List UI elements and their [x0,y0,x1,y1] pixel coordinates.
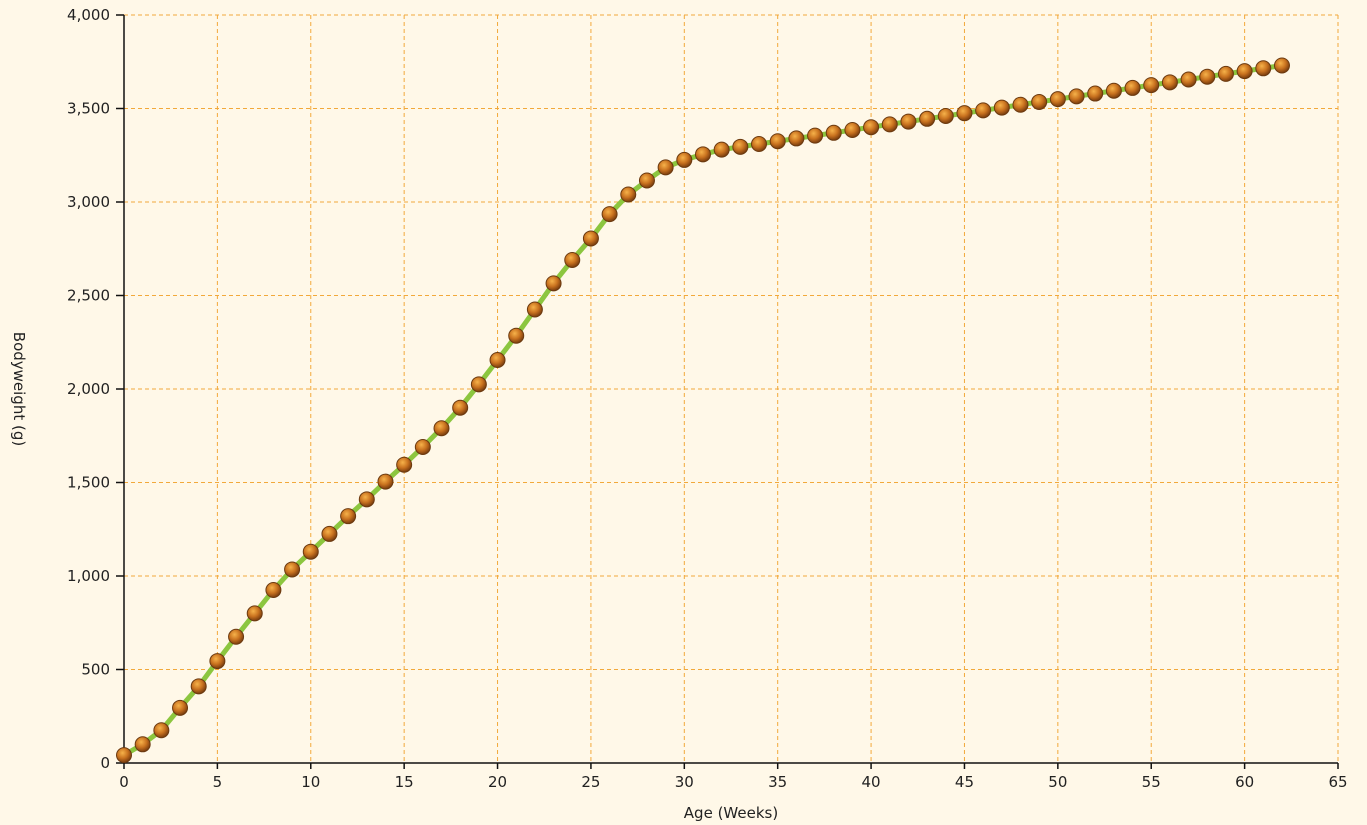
data-point [788,130,805,147]
y-tick-label: 0 [100,754,110,772]
data-point [825,124,842,141]
data-point [732,138,749,155]
data-point [638,172,655,189]
data-point [470,376,487,393]
x-tick-label: 50 [1048,773,1067,791]
data-point [1049,91,1066,108]
series-line [121,62,1285,758]
data-point [302,543,319,560]
data-point [377,473,394,490]
data-point [1087,85,1104,102]
x-tick-label: 30 [675,773,694,791]
y-axis-label: Bodyweight (g) [10,332,28,446]
data-point [1068,88,1085,105]
data-point [900,113,917,130]
data-point [265,582,282,599]
y-tick-label: 3,000 [67,193,110,211]
data-point [1012,96,1029,113]
data-point [863,119,880,136]
x-tick-label: 20 [488,773,507,791]
data-point [1236,63,1253,80]
tick-labels: 0 5 10 15 20 25 30 35 40 45 50 55 60 65 0 500 1,000 1,500… [67,6,1348,791]
data-point [228,628,245,645]
x-axis-label: Age (Weeks) [684,804,778,822]
data-point [209,653,226,670]
data-point [993,99,1010,116]
data-point [1273,57,1290,74]
x-tick-label: 40 [862,773,881,791]
data-point [676,151,693,168]
data-point [564,251,581,268]
data-point [919,110,936,127]
data-point [601,206,618,223]
data-point [545,275,562,292]
x-tick-label: 65 [1328,773,1347,791]
y-tick-label: 1,500 [67,474,110,492]
x-tick-label: 35 [768,773,787,791]
data-point [190,678,207,695]
data-point [1031,93,1048,110]
data-point [807,127,824,144]
data-point [489,352,506,369]
y-tick-label: 2,500 [67,287,110,305]
x-tick-label: 45 [955,773,974,791]
y-tick-label: 4,000 [67,6,110,24]
data-point [172,699,189,716]
data-point [1105,82,1122,99]
data-point [975,102,992,119]
y-tick-label: 1,000 [67,567,110,585]
data-point [414,438,431,455]
data-point [769,133,786,150]
data-point [881,116,898,133]
x-tick-label: 55 [1142,773,1161,791]
data-point [844,122,861,139]
data-point [396,456,413,473]
data-point [1161,74,1178,91]
series-markers [116,57,1290,764]
data-point [153,722,170,739]
data-point [340,508,357,525]
data-point [937,107,954,124]
data-point [751,136,768,153]
y-tick-label: 2,000 [67,380,110,398]
data-point [1255,60,1272,77]
axes [116,14,1339,769]
data-point [284,561,301,578]
data-point [1124,79,1141,96]
data-point [956,105,973,122]
data-point [694,146,711,163]
data-point [358,491,375,508]
data-point [433,420,450,437]
x-tick-label: 15 [395,773,414,791]
data-point [246,605,263,622]
data-point [657,159,674,176]
data-point [452,399,469,416]
x-tick-label: 10 [301,773,320,791]
x-tick-label: 5 [213,773,223,791]
x-tick-label: 60 [1235,773,1254,791]
x-tick-label: 0 [119,773,129,791]
data-point [1217,65,1234,82]
data-point [1143,77,1160,94]
x-tick-label: 25 [581,773,600,791]
grid [124,14,1339,763]
data-point [508,327,525,344]
data-point [1180,71,1197,88]
data-point [620,186,637,203]
data-point [134,736,151,753]
y-tick-label: 3,500 [67,100,110,118]
data-point [116,747,132,764]
data-point [321,525,338,542]
data-point [1199,68,1216,85]
data-point [713,141,730,158]
data-point [582,230,599,247]
y-tick-label: 500 [81,661,110,679]
data-point [526,301,543,318]
